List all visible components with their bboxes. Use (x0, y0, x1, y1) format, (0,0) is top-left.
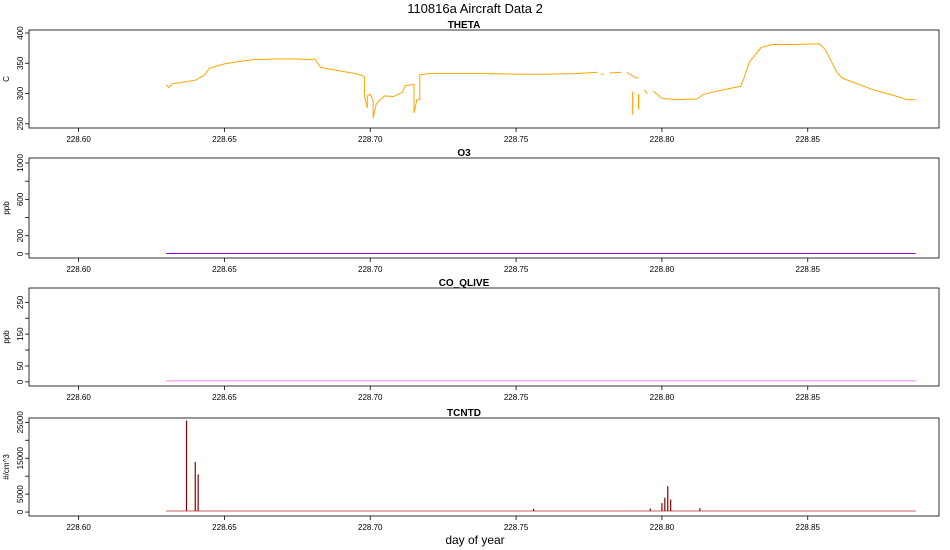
panel-title: THETA (448, 20, 481, 31)
x-tick-label: 228.85 (796, 265, 821, 274)
x-tick-label: 228.60 (66, 135, 91, 144)
x-tick-label: 228.85 (796, 523, 821, 532)
y-tick-label: 200 (16, 229, 25, 243)
y-tick-label: 5000 (16, 485, 25, 503)
x-tick-label: 228.75 (504, 265, 529, 274)
series-group (165, 43, 916, 119)
x-tick-label: 228.65 (212, 265, 237, 274)
y-tick-label: 0 (16, 379, 25, 384)
y-tick-label: 250 (16, 117, 25, 131)
x-tick-label: 228.70 (358, 265, 383, 274)
x-tick-label: 228.65 (212, 523, 237, 532)
y-axis-label: C (2, 76, 11, 82)
plot-frame (28, 417, 940, 517)
x-tick-label: 228.80 (650, 265, 675, 274)
y-axis-label: #/cm^3 (2, 454, 11, 480)
y-tick-label: 600 (16, 192, 25, 206)
x-tick-label: 228.85 (796, 135, 821, 144)
plot-frame (28, 287, 940, 387)
x-tick-label: 228.75 (504, 523, 529, 532)
series-line (363, 71, 598, 119)
y-axis-label: ppb (2, 201, 11, 215)
x-tick-label: 228.80 (650, 523, 675, 532)
figure-title: 110816a Aircraft Data 2 (407, 1, 543, 16)
y-tick-label: 25000 (16, 411, 25, 434)
plot-frame (28, 157, 940, 259)
series-line (626, 71, 639, 79)
x-tick-label: 228.70 (358, 523, 383, 532)
x-tick-label: 228.85 (796, 393, 821, 402)
y-axis-label: ppb (2, 330, 11, 344)
y-tick-label: 400 (16, 26, 25, 40)
y-tick-label: 1000 (16, 154, 25, 172)
plot-frame (28, 29, 940, 129)
panel-title: O3 (457, 148, 471, 159)
series-group (166, 420, 916, 512)
panel-theta: THETA C 228.60 228.65 228.70 228.75 228.80 228.… (2, 20, 940, 144)
x-tick-label: 228.60 (66, 265, 91, 274)
y-tick-label: 50 (16, 361, 25, 370)
x-tick-label: 228.80 (650, 135, 675, 144)
x-tick-label: 228.60 (66, 523, 91, 532)
series-line (600, 73, 604, 76)
x-tick-label: 228.60 (66, 393, 91, 402)
x-tick-label: 228.65 (212, 135, 237, 144)
series-line (644, 89, 648, 94)
y-tick-label: 150 (16, 327, 25, 341)
y-tick-label: 15000 (16, 447, 25, 470)
panel-title: CO_QLIVE (439, 278, 490, 289)
x-tick-label: 228.70 (358, 393, 383, 402)
series-line (652, 43, 916, 101)
x-tick-label: 228.75 (504, 135, 529, 144)
panel-tcntd: TCNTD #/cm^3 228.60 228.65 228.70 228.75 228.8… (2, 408, 940, 532)
y-tick-label: 250 (16, 295, 25, 309)
x-tick-label: 228.80 (650, 393, 675, 402)
x-tick-label: 228.75 (504, 393, 529, 402)
x-axis-label: day of year (445, 533, 504, 547)
y-tick-label: 0 (16, 509, 25, 514)
series-line (609, 71, 622, 74)
panels: THETA C 228.60 228.65 228.70 228.75 228.80 228.… (2, 20, 940, 532)
y-tick-label: 350 (16, 56, 25, 70)
y-tick-label: 0 (16, 251, 25, 256)
y-tick-label: 300 (16, 86, 25, 100)
panel-title: TCNTD (447, 408, 481, 419)
x-tick-label: 228.70 (358, 135, 383, 144)
series-line (165, 58, 365, 89)
x-tick-label: 228.65 (212, 393, 237, 402)
panel-o3: O3 ppb 228.60 228.65 228.70 228.75 228.80 228.8… (2, 148, 940, 274)
